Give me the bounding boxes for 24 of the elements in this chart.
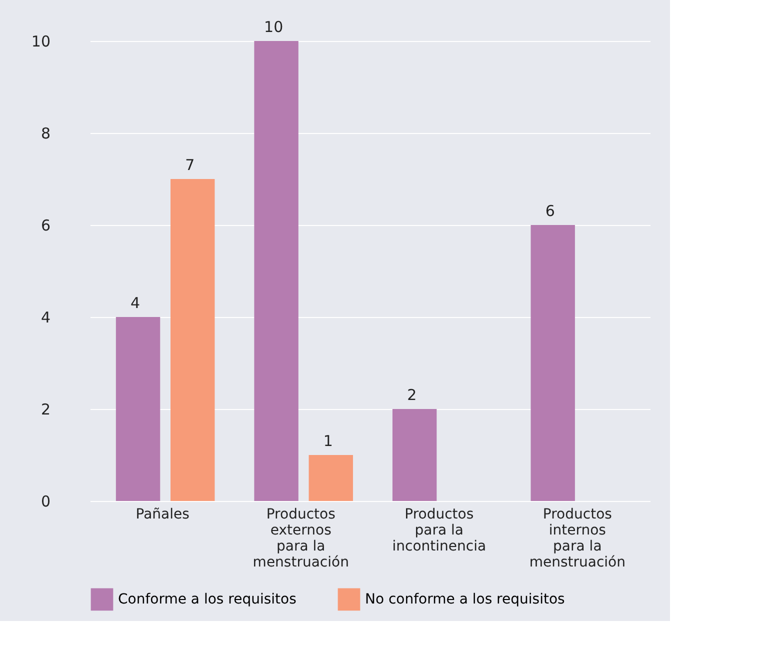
x-tick-label: Productos para la incontinencia [392, 506, 486, 554]
bar [116, 317, 160, 501]
y-tick-label: 0 [40, 492, 50, 510]
data-label: 2 [407, 386, 417, 404]
bar [170, 179, 215, 501]
y-tick-label: 6 [40, 216, 50, 234]
y-tick-label: 2 [40, 400, 50, 418]
y-tick-label: 8 [40, 124, 50, 142]
data-label: 10 [264, 18, 284, 36]
legend-label: Conforme a los requisitos [118, 591, 296, 608]
bar [308, 455, 353, 501]
data-label: 4 [130, 294, 140, 312]
x-tick-label: Pañales [136, 506, 190, 522]
bar [530, 225, 575, 501]
y-tick-label: 4 [40, 308, 50, 326]
bar [254, 41, 298, 501]
y-tick-label: 10 [31, 32, 50, 50]
bar [392, 409, 437, 501]
x-tick-label: Productos externos para la menstruación [252, 506, 349, 570]
data-label: 6 [545, 202, 555, 220]
x-tick-label: Productos internos para la menstruación [529, 506, 626, 570]
data-label: 1 [323, 432, 333, 450]
legend-label: No conforme a los requisitos [365, 591, 565, 608]
data-label: 7 [185, 156, 195, 174]
